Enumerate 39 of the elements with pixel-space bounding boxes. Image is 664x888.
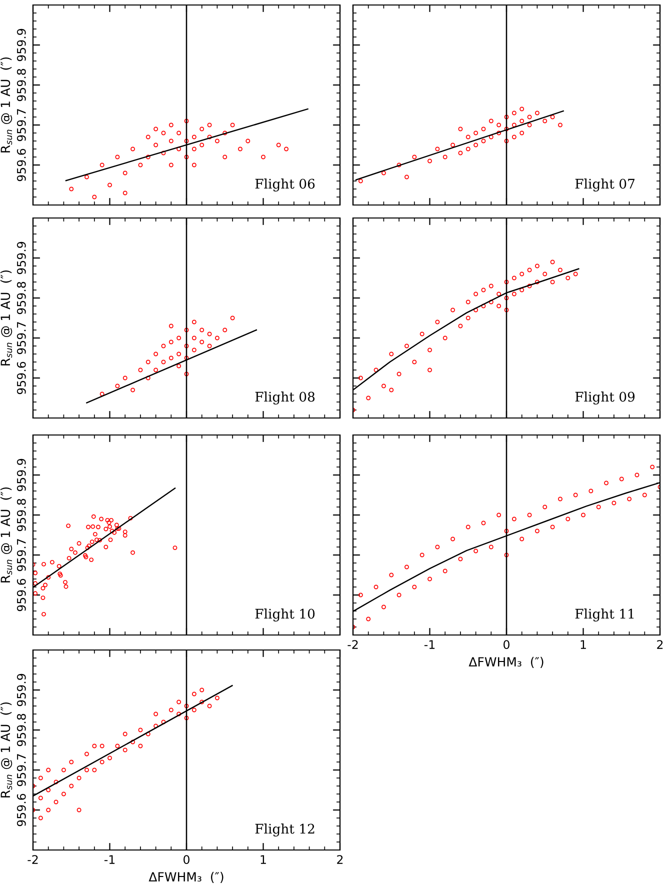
y-tick-label: 959.7: [16, 322, 26, 354]
annotation: Flight 11: [575, 608, 634, 622]
y-tick-label: 959.8: [16, 68, 26, 102]
y-tick-label: 959.9: [16, 242, 26, 274]
y-tick-label: 959.8: [16, 714, 26, 746]
y-tick-label: 959.9: [16, 458, 26, 492]
y-tick-label: 959.6: [16, 362, 26, 394]
y-axis-title: R$_{sun}$ @ 1 AU (″): [0, 270, 12, 366]
x-tick-label: 2: [657, 640, 663, 649]
y-tick-label: 959.8: [16, 282, 26, 314]
annotation: Flight 12: [255, 824, 314, 836]
x-tick-label: 0: [504, 640, 510, 649]
x-tick-label: -1: [104, 855, 115, 864]
annotation: Flight 07: [575, 178, 634, 192]
annotation: Flight 08: [255, 392, 315, 404]
y-tick-label: 959.6: [16, 148, 26, 182]
y-tick-label: 959.7: [16, 109, 26, 142]
y-axis-title: R$_{sun}$ @ 1 AU (″): [0, 57, 12, 152]
y-tick-label: 959.9: [16, 674, 26, 706]
y-tick-label: 959.6: [16, 794, 26, 826]
x-tick-label: 1: [580, 640, 586, 649]
y-axis-title: R$_{sun}$ @ 1 AU (″): [0, 702, 12, 798]
y-tick-label: 959.6: [16, 578, 26, 612]
y-tick-label: 959.8: [16, 498, 26, 532]
y-tick-label: 959.7: [16, 754, 26, 786]
y-tick-label: 959.7: [16, 539, 26, 572]
x-axis-title: ΔFWHM₃ (″): [148, 872, 224, 883]
annotation: Flight 06: [255, 178, 315, 192]
x-tick-label: 0: [184, 855, 190, 864]
y-tick-label: 959.9: [16, 28, 26, 62]
x-tick-label: -1: [424, 640, 435, 649]
x-tick-label: 1: [260, 855, 266, 864]
x-tick-label: 2: [337, 855, 343, 864]
annotation: Flight 09: [575, 392, 635, 404]
x-tick-label: -2: [348, 640, 358, 649]
x-axis-title: ΔFWHM₃ (″): [468, 656, 544, 668]
annotation: Flight 10: [255, 608, 315, 622]
y-axis-title: R$_{sun}$ @ 1 AU (″): [0, 487, 12, 582]
x-tick-label: -2: [28, 855, 38, 864]
